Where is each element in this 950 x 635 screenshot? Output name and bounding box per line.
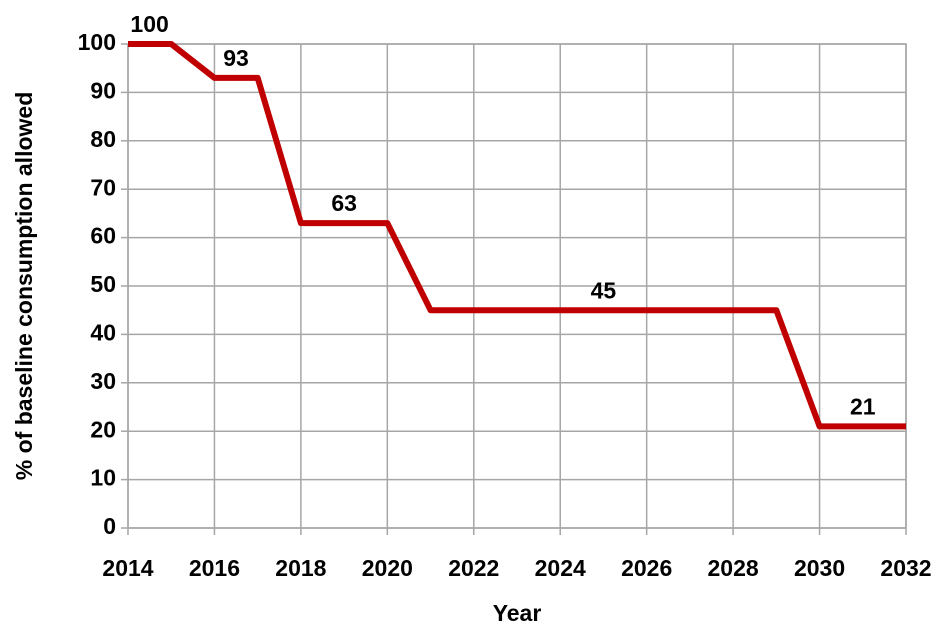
x-tick-label: 2024: [535, 555, 586, 581]
y-tick-label: 60: [90, 223, 116, 249]
x-tick-label: 2014: [102, 555, 153, 581]
x-tick-label: 2030: [794, 555, 845, 581]
x-tick-label: 2028: [708, 555, 759, 581]
y-tick-label: 50: [90, 271, 116, 297]
y-tick-label: 90: [90, 77, 116, 103]
x-tick-label: 2018: [275, 555, 326, 581]
x-tick-label: 2022: [448, 555, 499, 581]
y-tick-label: 40: [90, 319, 116, 345]
data-label: 63: [331, 190, 357, 216]
x-axis-label: Year: [493, 600, 542, 626]
y-tick-label: 100: [78, 29, 116, 55]
y-tick-label: 10: [90, 465, 116, 491]
data-label: 100: [130, 11, 168, 37]
y-tick-label: 20: [90, 416, 116, 442]
x-tick-label: 2020: [362, 555, 413, 581]
x-tick-label: 2016: [189, 555, 240, 581]
y-axis-label: % of baseline consumption allowed: [11, 92, 37, 481]
y-tick-label: 0: [103, 513, 116, 539]
data-label: 93: [223, 45, 249, 71]
y-tick-label: 70: [90, 174, 116, 200]
y-tick-label: 80: [90, 126, 116, 152]
plot-frame: [127, 43, 907, 529]
y-tick-label: 30: [90, 368, 116, 394]
data-line: [128, 41, 906, 430]
data-label: 21: [850, 393, 876, 419]
data-label: 45: [591, 277, 617, 303]
x-tick-label: 2026: [621, 555, 672, 581]
x-tick-label: 2032: [880, 555, 931, 581]
